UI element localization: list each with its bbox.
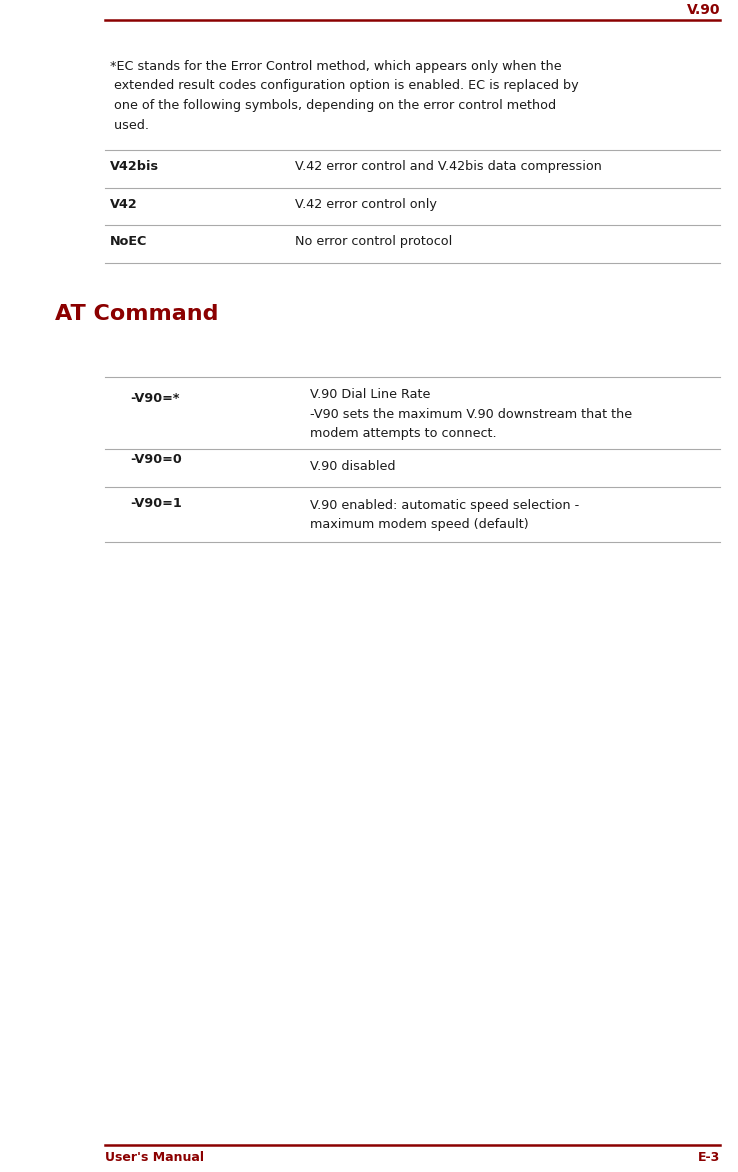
Text: used.: used. [110, 118, 149, 131]
Text: V42bis: V42bis [110, 161, 159, 173]
Text: extended result codes configuration option is enabled. EC is replaced by: extended result codes configuration opti… [110, 80, 579, 93]
Text: No error control protocol: No error control protocol [295, 236, 452, 248]
Text: V42: V42 [110, 198, 138, 211]
Text: -V90=1: -V90=1 [130, 497, 182, 510]
Text: one of the following symbols, depending on the error control method: one of the following symbols, depending … [110, 98, 556, 113]
Text: User's Manual: User's Manual [105, 1151, 204, 1164]
Text: -V90=*: -V90=* [130, 391, 179, 404]
Text: AT Command: AT Command [55, 305, 218, 325]
Text: V.42 error control only: V.42 error control only [295, 198, 437, 211]
Text: *EC stands for the Error Control method, which appears only when the: *EC stands for the Error Control method,… [110, 60, 562, 73]
Text: V.90 Dial Line Rate: V.90 Dial Line Rate [310, 388, 430, 402]
Text: E-3: E-3 [697, 1151, 720, 1164]
Text: V.42 error control and V.42bis data compression: V.42 error control and V.42bis data comp… [295, 161, 602, 173]
Text: V.90: V.90 [686, 4, 720, 18]
Text: maximum modem speed (default): maximum modem speed (default) [310, 518, 528, 531]
Text: modem attempts to connect.: modem attempts to connect. [310, 428, 497, 441]
Text: -V90 sets the maximum V.90 downstream that the: -V90 sets the maximum V.90 downstream th… [310, 408, 632, 421]
Text: NoEC: NoEC [110, 236, 148, 248]
Text: V.90 enabled: automatic speed selection -: V.90 enabled: automatic speed selection … [310, 498, 579, 511]
Text: V.90 disabled: V.90 disabled [310, 461, 396, 473]
Text: -V90=0: -V90=0 [130, 454, 182, 466]
